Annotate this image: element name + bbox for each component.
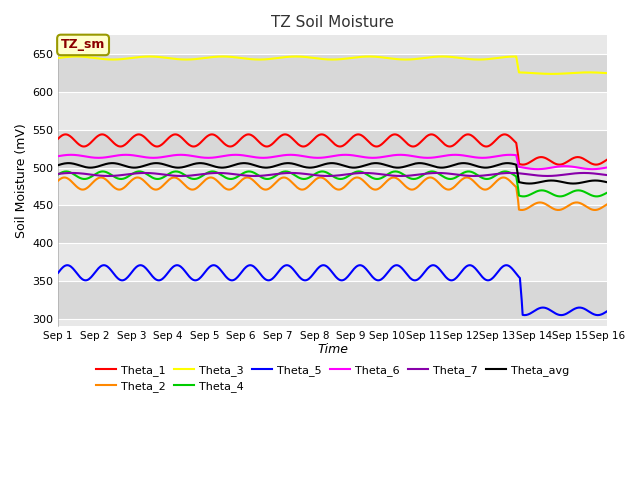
Bar	[58, 92, 607, 130]
Y-axis label: Soil Moisture (mV): Soil Moisture (mV)	[15, 123, 28, 238]
Bar	[58, 168, 607, 205]
Bar	[58, 54, 607, 92]
Bar	[58, 243, 607, 281]
Text: TZ_sm: TZ_sm	[61, 38, 105, 51]
X-axis label: Time: Time	[317, 343, 348, 356]
Bar	[58, 281, 607, 319]
Bar	[58, 205, 607, 243]
Legend: Theta_1, Theta_2, Theta_3, Theta_4, Theta_5, Theta_6, Theta_7, Theta_avg: Theta_1, Theta_2, Theta_3, Theta_4, Thet…	[92, 360, 573, 396]
Bar	[58, 130, 607, 168]
Title: TZ Soil Moisture: TZ Soil Moisture	[271, 15, 394, 30]
